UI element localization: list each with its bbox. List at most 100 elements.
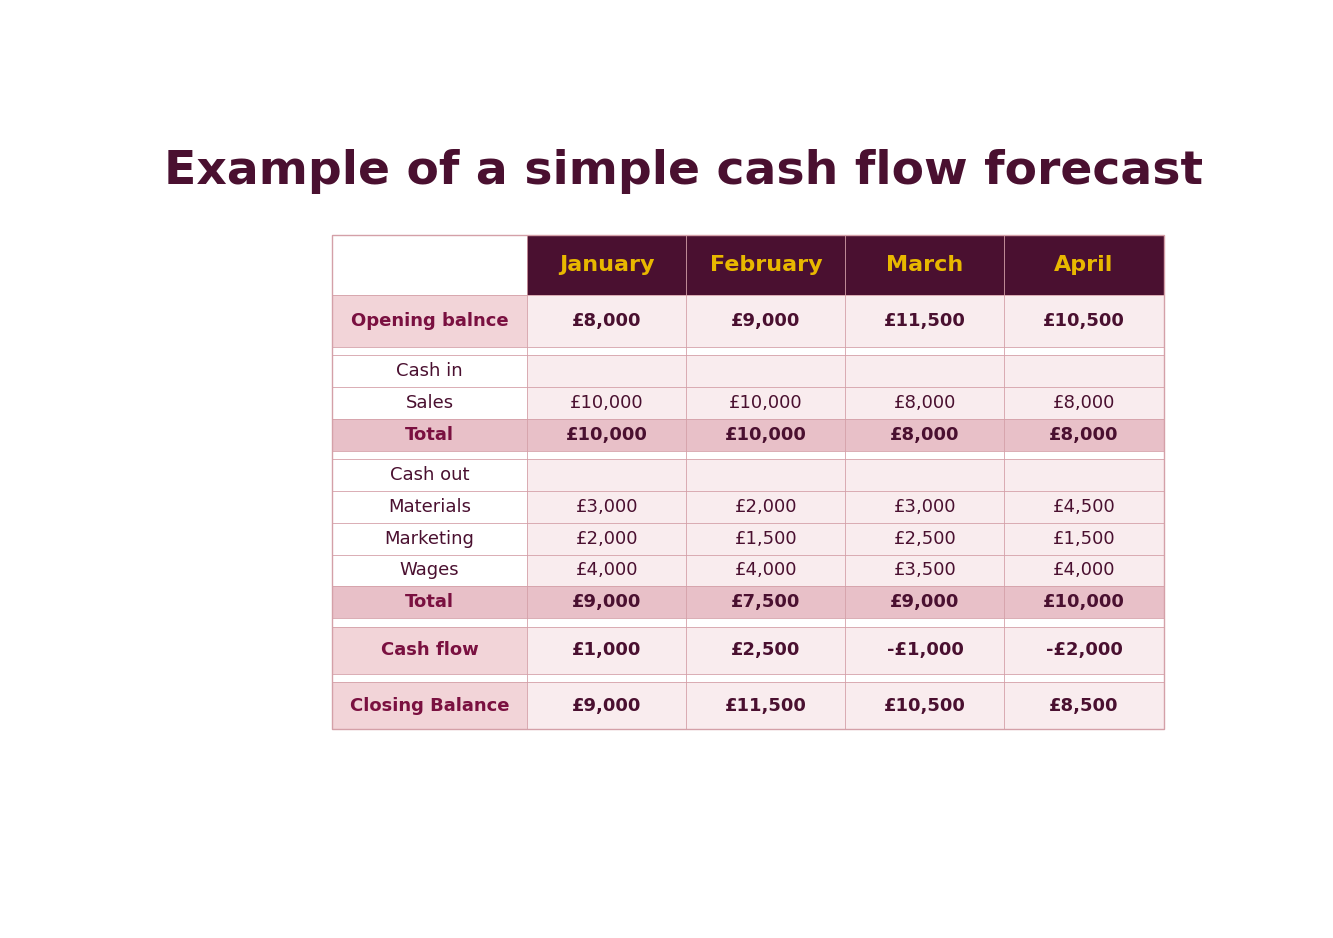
Bar — [332, 295, 528, 346]
Bar — [528, 418, 686, 450]
Bar — [686, 387, 845, 418]
Text: Opening balnce: Opening balnce — [351, 311, 508, 329]
Bar — [686, 295, 845, 346]
Text: -£2,000: -£2,000 — [1045, 642, 1122, 659]
Text: £9,000: £9,000 — [572, 593, 641, 612]
Bar — [686, 356, 845, 387]
Bar — [528, 460, 686, 491]
Bar — [845, 683, 1005, 730]
Bar — [845, 450, 1005, 460]
Text: £1,500: £1,500 — [734, 530, 797, 548]
Bar — [1005, 356, 1164, 387]
Text: £10,000: £10,000 — [729, 394, 802, 412]
Bar — [686, 418, 845, 450]
Text: £3,000: £3,000 — [893, 498, 956, 516]
Bar — [1005, 586, 1164, 618]
Text: March: March — [886, 255, 964, 275]
Bar — [686, 450, 845, 460]
Bar — [845, 586, 1005, 618]
Bar — [1005, 450, 1164, 460]
Bar — [528, 235, 1164, 295]
Bar — [686, 618, 845, 627]
Text: £2,000: £2,000 — [734, 498, 797, 516]
Bar — [1005, 491, 1164, 522]
Text: £4,500: £4,500 — [1053, 498, 1116, 516]
Text: £1,500: £1,500 — [1053, 530, 1116, 548]
Bar — [332, 387, 528, 418]
Bar — [686, 460, 845, 491]
Text: £2,000: £2,000 — [576, 530, 639, 548]
Bar — [845, 356, 1005, 387]
Bar — [686, 554, 845, 586]
Text: £9,000: £9,000 — [890, 593, 960, 612]
Bar — [332, 460, 528, 491]
Text: Total: Total — [405, 593, 455, 612]
Text: £3,000: £3,000 — [576, 498, 639, 516]
Text: £8,000: £8,000 — [572, 311, 641, 329]
Text: £7,500: £7,500 — [732, 593, 801, 612]
Bar — [332, 554, 528, 586]
Bar — [686, 683, 845, 730]
Bar — [528, 673, 686, 683]
Bar — [845, 627, 1005, 673]
Bar — [332, 235, 1164, 730]
Bar — [845, 460, 1005, 491]
Text: £10,000: £10,000 — [1044, 593, 1125, 612]
Bar — [332, 522, 528, 554]
Bar — [686, 491, 845, 522]
Bar — [845, 673, 1005, 683]
Bar — [332, 586, 528, 618]
Text: £3,500: £3,500 — [893, 562, 956, 580]
Bar — [1005, 295, 1164, 346]
Bar — [1005, 683, 1164, 730]
Text: £10,500: £10,500 — [884, 697, 966, 715]
Bar — [528, 450, 686, 460]
Text: £9,000: £9,000 — [732, 311, 801, 329]
Text: £8,000: £8,000 — [894, 394, 956, 412]
Bar — [1005, 554, 1164, 586]
Bar — [528, 618, 686, 627]
Text: £10,000: £10,000 — [571, 394, 644, 412]
Text: Closing Balance: Closing Balance — [349, 697, 509, 715]
Bar — [845, 554, 1005, 586]
Bar — [332, 673, 528, 683]
Text: £8,000: £8,000 — [1053, 394, 1116, 412]
Bar — [1005, 418, 1164, 450]
Bar — [332, 683, 528, 730]
Bar — [845, 522, 1005, 554]
Bar — [332, 627, 528, 673]
Text: Cash out: Cash out — [389, 466, 469, 484]
Bar — [528, 586, 686, 618]
Bar — [686, 522, 845, 554]
Bar — [686, 346, 845, 356]
Bar — [332, 346, 528, 356]
Text: Cash in: Cash in — [396, 362, 463, 380]
Bar — [1005, 627, 1164, 673]
Text: Materials: Materials — [388, 498, 471, 516]
Bar — [332, 356, 528, 387]
Bar — [686, 586, 845, 618]
Text: Marketing: Marketing — [385, 530, 475, 548]
Bar — [528, 522, 686, 554]
Text: £10,000: £10,000 — [567, 426, 648, 444]
Text: January: January — [559, 255, 655, 275]
Text: £2,500: £2,500 — [893, 530, 956, 548]
Text: £8,000: £8,000 — [1049, 426, 1118, 444]
Text: Wages: Wages — [400, 562, 460, 580]
Bar — [845, 618, 1005, 627]
Bar — [1005, 673, 1164, 683]
Text: April: April — [1054, 255, 1113, 275]
Text: £11,500: £11,500 — [884, 311, 966, 329]
Text: £10,500: £10,500 — [1044, 311, 1125, 329]
Text: £8,000: £8,000 — [890, 426, 960, 444]
Bar — [845, 295, 1005, 346]
Bar — [1005, 346, 1164, 356]
Bar — [1005, 522, 1164, 554]
Bar — [845, 387, 1005, 418]
Bar — [1005, 387, 1164, 418]
Bar — [1005, 460, 1164, 491]
Bar — [332, 618, 528, 627]
Bar — [845, 418, 1005, 450]
Bar — [528, 387, 686, 418]
Bar — [686, 627, 845, 673]
